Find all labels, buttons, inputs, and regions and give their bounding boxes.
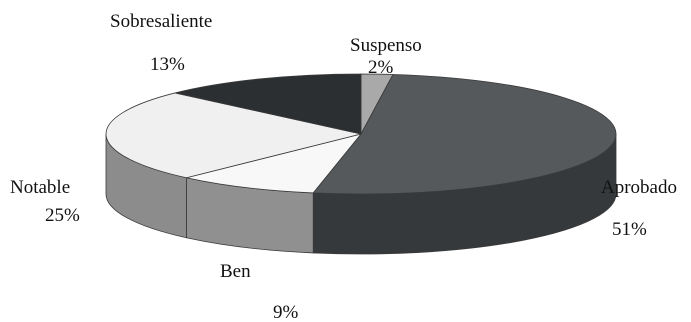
pie-slice-aprobado — [312, 74, 617, 195]
pie-slice-notable — [105, 92, 362, 179]
label-value-suspenso: 2% — [368, 57, 394, 78]
pie-slice-sobresaliente — [175, 73, 362, 135]
label-name-sobresaliente: Sobresaliente — [110, 11, 212, 32]
label-value-sobresaliente: 13% — [150, 54, 185, 75]
label-name-aprobado: Aprobado — [601, 177, 677, 198]
pie-sides — [105, 133, 617, 255]
label-name-ben: Ben — [220, 261, 251, 282]
label-value-ben: 9% — [273, 302, 299, 322]
pie-top-faces — [105, 73, 617, 195]
label-value-aprobado: 51% — [612, 219, 647, 240]
label-name-notable: Notable — [10, 177, 70, 198]
label-value-notable: 25% — [45, 205, 80, 226]
pie-slice-ben — [186, 133, 363, 194]
label-name-suspenso: Suspenso — [350, 35, 422, 56]
